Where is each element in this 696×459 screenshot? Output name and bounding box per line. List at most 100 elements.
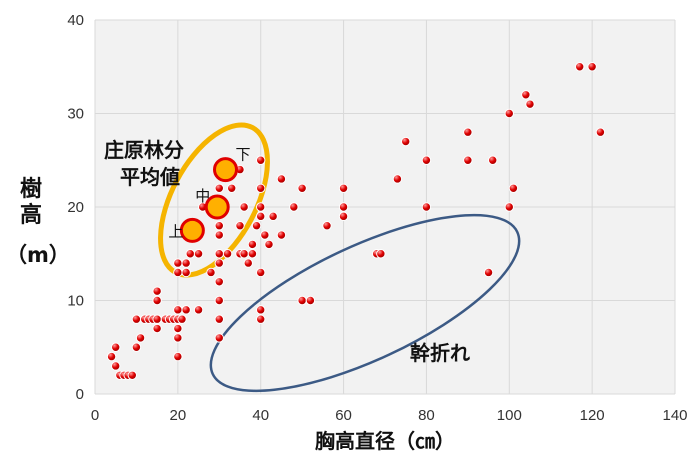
x-tick-labels: 0 20 40 60 80 100 120 140 — [91, 407, 688, 424]
data-point — [276, 230, 287, 240]
x-tick-label: 20 — [170, 407, 187, 424]
data-point — [173, 258, 183, 268]
data-point — [222, 249, 233, 259]
data-point — [289, 202, 299, 212]
mean-points: 上中 下 — [168, 146, 251, 243]
data-point — [127, 370, 137, 380]
data-point — [256, 202, 266, 212]
data-point — [247, 249, 258, 259]
data-point — [401, 136, 411, 147]
data-point — [152, 323, 162, 334]
data-point — [214, 277, 224, 287]
data-point — [392, 174, 403, 184]
data-point — [173, 267, 183, 278]
data-point — [256, 314, 266, 324]
y-tick-label: 10 — [67, 293, 84, 310]
data-point — [575, 62, 585, 72]
y-tick-labels: 0 10 20 30 40 — [67, 12, 84, 403]
data-point — [256, 267, 266, 278]
data-point — [152, 295, 162, 306]
data-point — [251, 221, 262, 231]
data-point — [305, 295, 316, 306]
y-axis-title-char-1: 樹 — [20, 176, 42, 202]
x-tick-label: 60 — [335, 407, 352, 424]
data-point — [256, 211, 266, 222]
x-tick-label: 80 — [418, 407, 435, 424]
data-point — [131, 342, 142, 352]
x-tick-label: 140 — [662, 407, 687, 424]
x-tick-label: 0 — [91, 407, 99, 424]
x-axis-title: 胸高直径（㎝） — [315, 429, 455, 453]
data-point — [111, 361, 121, 371]
data-point — [152, 314, 162, 324]
data-point — [338, 183, 349, 194]
data-point — [214, 183, 224, 194]
data-point — [276, 174, 287, 184]
data-point — [322, 221, 332, 231]
data-point — [463, 127, 473, 137]
data-point — [483, 267, 494, 278]
mean-point-label: 上 — [168, 222, 183, 240]
data-point — [135, 333, 146, 343]
data-point — [214, 295, 224, 306]
data-point — [376, 249, 386, 259]
data-point — [111, 342, 121, 352]
data-point — [595, 127, 606, 137]
y-tick-label: 30 — [67, 106, 84, 123]
data-point — [256, 155, 266, 165]
y-tick-label: 0 — [76, 386, 84, 403]
data-point — [173, 351, 183, 362]
data-point — [214, 314, 224, 324]
data-point — [256, 305, 266, 315]
data-point — [106, 351, 117, 362]
broken-trunk-label: 幹折れ — [410, 341, 470, 365]
data-point — [525, 99, 535, 109]
data-point — [181, 267, 191, 278]
x-tick-label: 100 — [497, 407, 522, 424]
data-point — [239, 249, 249, 259]
data-point — [264, 239, 274, 250]
data-point — [227, 183, 237, 194]
x-tick-label: 120 — [580, 407, 605, 424]
data-point — [206, 267, 216, 278]
data-point — [235, 221, 245, 231]
mean-point-label: 中 — [195, 187, 210, 205]
data-point — [177, 314, 187, 324]
data-point — [214, 249, 224, 259]
data-point — [193, 249, 204, 259]
data-point — [421, 202, 432, 212]
mean-point — [204, 194, 230, 220]
data-point — [173, 323, 183, 334]
mean-group-label-line1: 庄原林分 — [104, 138, 184, 162]
y-tick-label: 40 — [67, 12, 84, 29]
data-point — [131, 314, 142, 324]
data-point — [256, 183, 266, 194]
data-point — [243, 258, 253, 268]
data-point — [214, 221, 224, 231]
data-point — [508, 183, 519, 194]
data-point — [338, 202, 349, 212]
mean-point — [179, 217, 205, 243]
data-point — [504, 108, 514, 119]
data-point — [152, 286, 162, 296]
mean-group-label-line2: 平均値 — [120, 165, 180, 189]
data-point — [297, 183, 307, 194]
data-point — [185, 249, 195, 259]
data-point — [247, 239, 258, 250]
mean-point-label: 下 — [236, 146, 251, 164]
y-tick-label: 20 — [67, 199, 84, 216]
y-axis-title-unit: （m） — [6, 243, 70, 267]
y-axis-title-char-2: 高 — [20, 202, 42, 228]
data-point — [214, 333, 224, 343]
data-point — [173, 333, 183, 343]
data-point — [268, 211, 278, 222]
data-points — [106, 62, 606, 380]
data-point — [421, 155, 432, 165]
data-point — [338, 211, 349, 222]
data-point — [193, 305, 204, 315]
x-tick-label: 40 — [252, 407, 269, 424]
data-point — [488, 155, 498, 165]
broken-trunk-ellipse — [209, 213, 521, 393]
mean-point — [213, 157, 238, 183]
